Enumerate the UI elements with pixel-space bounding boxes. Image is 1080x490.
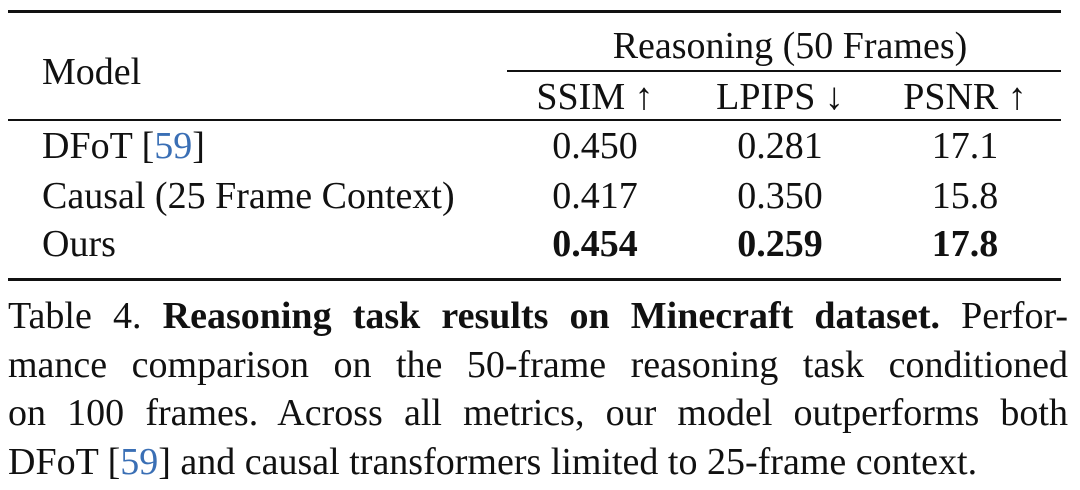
table-cell-ssim: 0.450 xyxy=(552,125,638,167)
caption-title: Reasoning task results on Minecraft data… xyxy=(162,295,940,337)
header-ssim: SSIM ↑ xyxy=(536,76,654,118)
table-top-rule xyxy=(8,10,1061,13)
caption-line1-tail: Perfor- xyxy=(961,295,1068,337)
citation-link[interactable]: 59 xyxy=(154,125,193,167)
citation-link[interactable]: 59 xyxy=(120,440,159,483)
table-cell-psnr: 15.8 xyxy=(931,175,999,217)
table-row-model: Ours xyxy=(42,223,116,265)
table-cell-lpips: 0.350 xyxy=(737,175,823,217)
header-psnr: PSNR ↑ xyxy=(903,76,1027,118)
table-cell-ssim-best: 0.454 xyxy=(552,223,638,265)
table-cell-lpips-best: 0.259 xyxy=(737,223,823,265)
table-row-model: Causal (25 Frame Context) xyxy=(42,175,455,217)
caption-line-4: DFoT [59] and causal transformers limite… xyxy=(8,440,978,483)
caption-line4-b: and causal transformers limited to 25-fr… xyxy=(170,440,978,483)
caption-label: Table 4. xyxy=(8,295,142,337)
table-row-model: DFoT [59] xyxy=(42,125,205,167)
caption-line4-a: DFoT xyxy=(8,440,108,483)
header-lpips: LPIPS ↓ xyxy=(716,76,844,118)
caption-line-2: mance comparison on the 50-frame reasoni… xyxy=(8,343,1068,386)
header-model: Model xyxy=(42,51,142,93)
table-caption: Table 4. Reasoning task results on Minec… xyxy=(8,292,1068,486)
row-model-name: DFoT xyxy=(42,125,142,167)
header-group-reasoning: Reasoning (50 Frames) xyxy=(612,25,968,67)
caption-line-1: Table 4. Reasoning task results on Minec… xyxy=(8,292,1068,341)
table-cell-ssim: 0.417 xyxy=(552,175,638,217)
table-cell-psnr: 17.1 xyxy=(931,125,999,167)
table-header-rule xyxy=(8,119,1061,121)
table-cell-lpips: 0.281 xyxy=(737,125,823,167)
table-cell-psnr-best: 17.8 xyxy=(931,223,999,265)
group-header-rule xyxy=(507,70,1061,72)
table-bottom-rule xyxy=(8,278,1061,281)
caption-line-3: on 100 frames. Across all metrics, our m… xyxy=(8,392,1068,434)
